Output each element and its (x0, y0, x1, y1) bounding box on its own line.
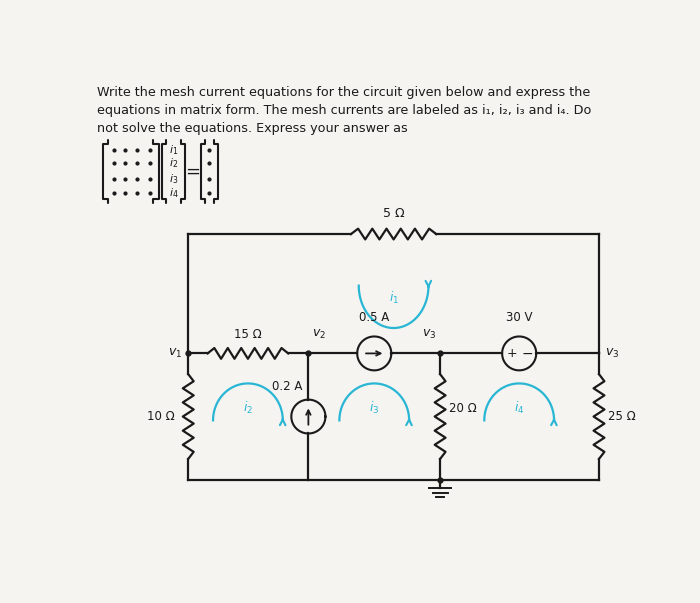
Text: =: = (186, 163, 200, 181)
Text: 25 Ω: 25 Ω (608, 410, 636, 423)
Text: $i_2$: $i_2$ (169, 156, 178, 170)
Text: $v_2$: $v_2$ (312, 328, 326, 341)
Text: $i_1$: $i_1$ (169, 144, 178, 157)
Text: +: + (507, 347, 517, 360)
Text: $i_4$: $i_4$ (514, 399, 524, 415)
Text: Write the mesh current equations for the circuit given below and express the: Write the mesh current equations for the… (97, 86, 590, 99)
Text: $v_3$: $v_3$ (422, 328, 436, 341)
Text: $i_3$: $i_3$ (369, 399, 379, 415)
Text: $i_4$: $i_4$ (169, 186, 178, 200)
Text: 20 Ω: 20 Ω (449, 402, 477, 415)
Text: equations in matrix form. The mesh currents are labeled as i₁, i₂, i₃ and i₄. Do: equations in matrix form. The mesh curre… (97, 104, 592, 117)
Text: not solve the equations. Express your answer as: not solve the equations. Express your an… (97, 122, 407, 134)
Text: $v_1$: $v_1$ (168, 347, 182, 360)
Text: 10 Ω: 10 Ω (146, 410, 174, 423)
Text: 0.5 A: 0.5 A (359, 311, 389, 324)
Text: $v_3$: $v_3$ (606, 347, 620, 360)
Text: 0.2 A: 0.2 A (272, 380, 302, 393)
Text: $i_1$: $i_1$ (389, 290, 399, 306)
Text: $i_3$: $i_3$ (169, 172, 178, 186)
Text: 5 Ω: 5 Ω (383, 207, 405, 220)
Text: $i_2$: $i_2$ (243, 399, 253, 415)
Text: −: − (521, 346, 533, 361)
Text: 30 V: 30 V (506, 311, 533, 324)
Text: 15 Ω: 15 Ω (234, 328, 262, 341)
